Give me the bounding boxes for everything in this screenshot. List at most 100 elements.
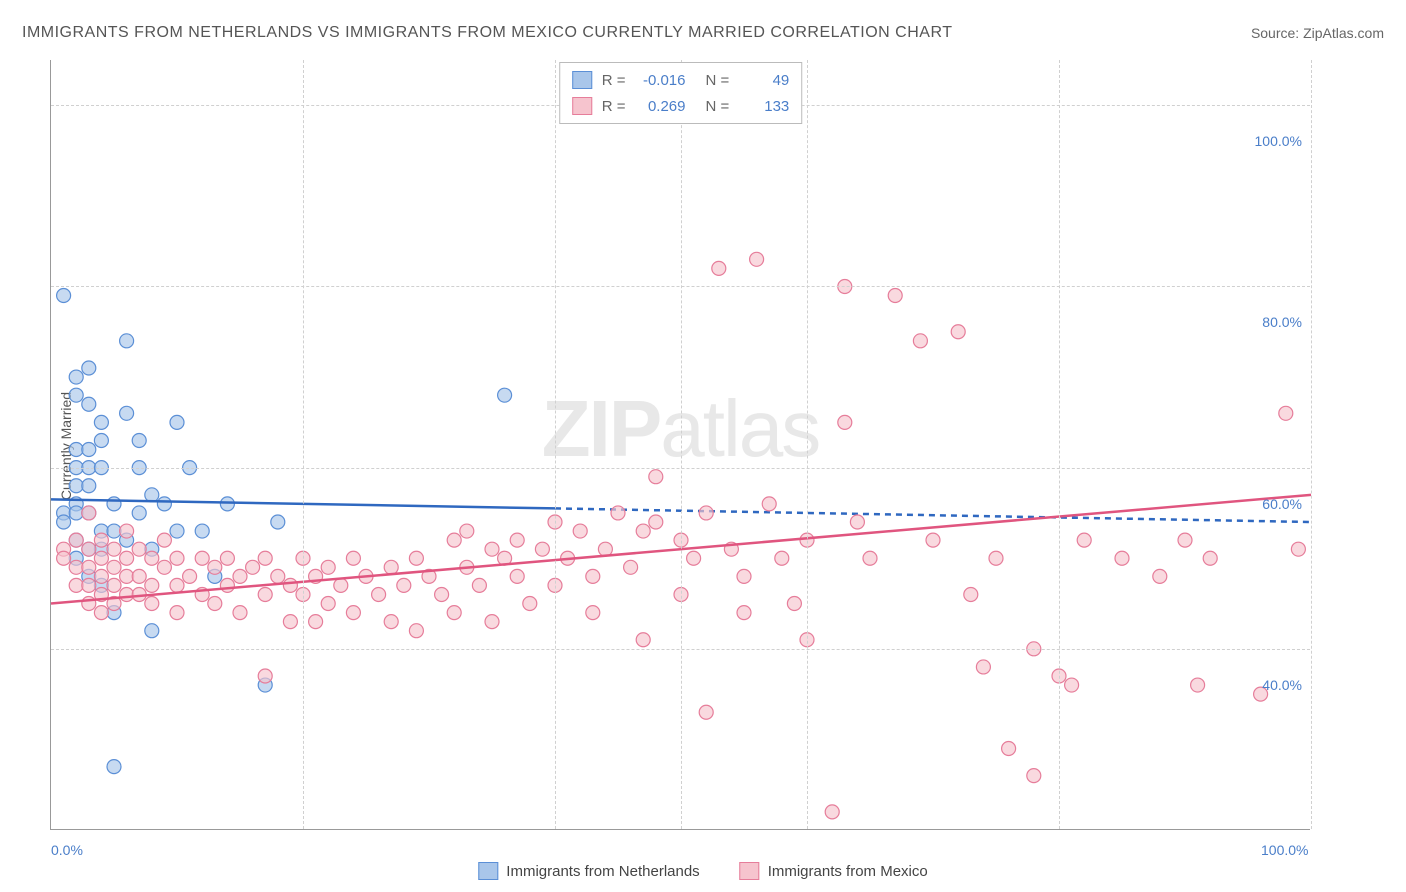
data-point: [649, 470, 663, 484]
data-point: [976, 660, 990, 674]
gridline-v: [303, 60, 304, 829]
data-point: [1291, 542, 1305, 556]
data-point: [737, 606, 751, 620]
data-point: [157, 560, 171, 574]
data-point: [1279, 406, 1293, 420]
data-point: [94, 551, 108, 565]
data-point: [132, 542, 146, 556]
data-point: [145, 624, 159, 638]
data-point: [523, 597, 537, 611]
data-point: [447, 533, 461, 547]
data-point: [220, 551, 234, 565]
data-point: [309, 615, 323, 629]
data-point: [57, 515, 71, 529]
bottom-legend-item: Immigrants from Netherlands: [478, 862, 699, 880]
legend-row: R = 0.269 N = 133: [572, 93, 790, 119]
data-point: [170, 524, 184, 538]
data-point: [1115, 551, 1129, 565]
data-point: [82, 361, 96, 375]
data-point: [57, 551, 71, 565]
data-point: [258, 551, 272, 565]
data-point: [195, 551, 209, 565]
data-point: [94, 415, 108, 429]
data-point: [94, 433, 108, 447]
data-point: [384, 615, 398, 629]
data-point: [82, 506, 96, 520]
data-point: [145, 488, 159, 502]
data-point: [170, 415, 184, 429]
data-point: [283, 578, 297, 592]
data-point: [69, 479, 83, 493]
data-point: [120, 569, 134, 583]
data-point: [132, 506, 146, 520]
data-point: [346, 606, 360, 620]
data-point: [687, 551, 701, 565]
data-point: [649, 515, 663, 529]
data-point: [787, 597, 801, 611]
data-point: [1178, 533, 1192, 547]
data-point: [372, 587, 386, 601]
data-point: [82, 443, 96, 457]
data-point: [107, 760, 121, 774]
data-point: [750, 252, 764, 266]
gridline-v: [1311, 60, 1312, 829]
data-point: [145, 578, 159, 592]
data-point: [888, 289, 902, 303]
data-point: [69, 560, 83, 574]
data-point: [120, 551, 134, 565]
data-point: [510, 533, 524, 547]
data-point: [157, 497, 171, 511]
data-point: [573, 524, 587, 538]
gridline-v: [807, 60, 808, 829]
data-point: [82, 542, 96, 556]
source-label: Source: ZipAtlas.com: [1251, 25, 1384, 41]
data-point: [838, 415, 852, 429]
data-point: [69, 578, 83, 592]
legend-r-label: R =: [602, 98, 626, 115]
data-point: [926, 533, 940, 547]
data-point: [535, 542, 549, 556]
x-tick-label: 0.0%: [51, 842, 83, 858]
data-point: [435, 587, 449, 601]
legend-swatch-netherlands: [572, 71, 592, 89]
data-point: [1191, 678, 1205, 692]
legend-label: Immigrants from Netherlands: [506, 863, 699, 880]
data-point: [82, 479, 96, 493]
data-point: [145, 551, 159, 565]
legend-r-value: 0.269: [636, 98, 686, 115]
data-point: [636, 633, 650, 647]
data-point: [964, 587, 978, 601]
legend-n-label: N =: [706, 98, 730, 115]
data-point: [624, 560, 638, 574]
data-point: [195, 524, 209, 538]
data-point: [258, 669, 272, 683]
data-point: [132, 569, 146, 583]
data-point: [107, 542, 121, 556]
x-tick-label: 100.0%: [1261, 842, 1308, 858]
data-point: [737, 569, 751, 583]
data-point: [346, 551, 360, 565]
data-point: [863, 551, 877, 565]
data-point: [107, 560, 121, 574]
data-point: [321, 597, 335, 611]
data-point: [120, 334, 134, 348]
data-point: [460, 524, 474, 538]
legend-swatch-mexico: [740, 862, 760, 880]
data-point: [94, 606, 108, 620]
data-point: [208, 560, 222, 574]
y-tick-label: 80.0%: [1262, 314, 1302, 330]
data-point: [775, 551, 789, 565]
data-point: [699, 506, 713, 520]
data-point: [157, 533, 171, 547]
data-point: [498, 388, 512, 402]
data-point: [397, 578, 411, 592]
data-point: [712, 261, 726, 275]
data-point: [1203, 551, 1217, 565]
data-point: [913, 334, 927, 348]
data-point: [69, 370, 83, 384]
data-point: [485, 542, 499, 556]
legend-n-label: N =: [706, 72, 730, 89]
data-point: [82, 560, 96, 574]
data-point: [447, 606, 461, 620]
data-point: [1002, 741, 1016, 755]
